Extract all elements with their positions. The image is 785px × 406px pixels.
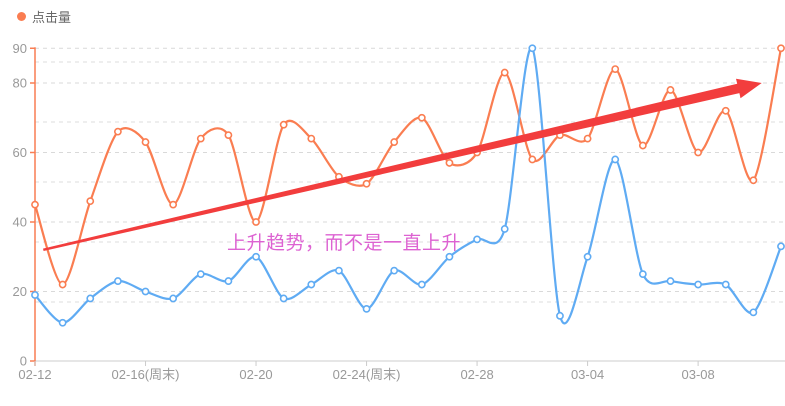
y-axis-label: 60 (13, 145, 27, 160)
legend-item-clicks[interactable]: 点击量 (17, 7, 71, 26)
data-point (362, 304, 371, 313)
y-axis-label: 20 (13, 284, 27, 299)
data-point (169, 200, 178, 209)
data-point (307, 280, 316, 289)
data-point (335, 266, 343, 275)
y-axis-label: 80 (13, 76, 27, 91)
data-point (31, 291, 39, 299)
y-axis-label: 90 (13, 41, 27, 56)
data-point (777, 44, 785, 53)
x-axis-label: 03-08 (681, 367, 714, 382)
y-axis-label: 0 (20, 354, 27, 369)
data-point (749, 176, 758, 185)
data-point (196, 270, 205, 279)
data-point (307, 134, 316, 143)
x-axis-label: 02-12 (18, 367, 51, 382)
data-point (113, 277, 122, 285)
data-point (666, 86, 675, 94)
data-point (721, 280, 730, 289)
data-point (141, 138, 150, 146)
data-point (279, 294, 288, 303)
x-axis-label: 02-20 (239, 367, 272, 382)
data-point (86, 294, 95, 303)
x-axis-label: 02-16(周末) (112, 367, 180, 382)
data-point (113, 127, 122, 136)
data-point (638, 141, 647, 150)
data-point (224, 131, 233, 140)
data-point (556, 311, 564, 320)
data-point (390, 138, 399, 146)
data-point (638, 270, 647, 279)
data-point (252, 252, 260, 261)
data-point (196, 134, 205, 143)
data-point (694, 280, 703, 289)
data-point (583, 134, 592, 143)
x-axis-label: 02-24(周末) (333, 367, 401, 382)
data-point (390, 266, 399, 275)
data-point (445, 159, 454, 167)
data-point (694, 148, 703, 157)
data-point (31, 200, 39, 209)
data-point (777, 242, 785, 251)
data-point (58, 280, 67, 289)
data-point (362, 179, 371, 188)
y-axis-label: 40 (13, 215, 27, 230)
data-point (252, 218, 260, 226)
data-point (417, 113, 426, 122)
data-point (224, 277, 233, 285)
data-point (666, 277, 675, 285)
data-point (749, 308, 758, 317)
data-point (611, 65, 620, 73)
data-point (279, 120, 288, 129)
trend-arrow (43, 78, 762, 251)
data-point (721, 106, 730, 115)
data-point (583, 252, 592, 261)
trend-annotation-text: 上升趋势，而不是一直上升 (227, 232, 462, 254)
data-point (528, 44, 537, 53)
data-point (611, 155, 620, 164)
data-point (445, 252, 454, 261)
data-point (528, 155, 537, 164)
data-point (141, 287, 150, 296)
data-point (500, 68, 509, 77)
x-axis-label: 03-04 (571, 367, 604, 382)
data-point (473, 235, 481, 244)
data-point (169, 294, 178, 303)
data-point (417, 280, 426, 289)
data-point (500, 225, 509, 233)
data-point (58, 318, 67, 327)
x-axis-label: 02-28 (460, 367, 493, 382)
legend-label: 点击量 (32, 10, 72, 25)
legend-marker-icon (17, 12, 26, 21)
data-point (86, 197, 95, 206)
